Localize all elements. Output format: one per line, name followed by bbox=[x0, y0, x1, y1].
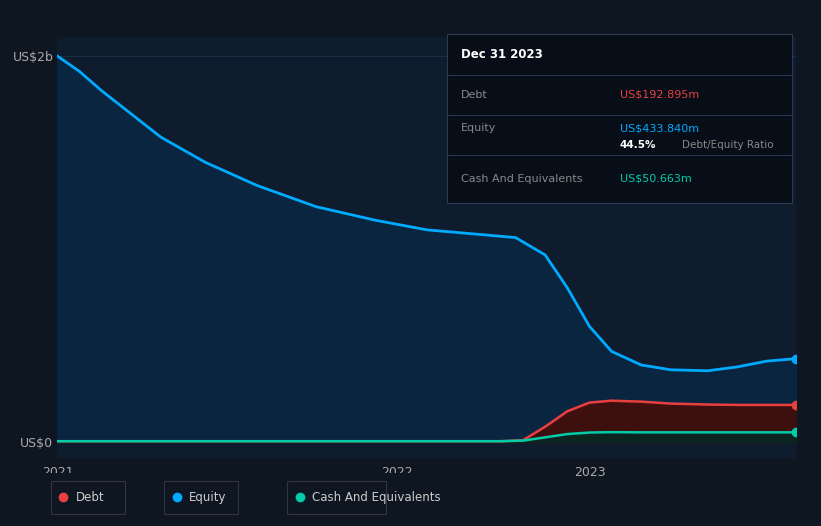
Text: Cash And Equivalents: Cash And Equivalents bbox=[312, 491, 441, 503]
FancyBboxPatch shape bbox=[164, 481, 238, 513]
Text: Debt/Equity Ratio: Debt/Equity Ratio bbox=[682, 140, 773, 150]
FancyBboxPatch shape bbox=[287, 481, 386, 513]
Text: Equity: Equity bbox=[461, 124, 497, 134]
FancyBboxPatch shape bbox=[51, 481, 125, 513]
Text: Debt: Debt bbox=[461, 90, 488, 100]
Text: 44.5%: 44.5% bbox=[620, 140, 656, 150]
Text: US$50.663m: US$50.663m bbox=[620, 174, 691, 184]
Text: Equity: Equity bbox=[189, 491, 227, 503]
Text: Dec 31 2023: Dec 31 2023 bbox=[461, 48, 543, 61]
Text: Cash And Equivalents: Cash And Equivalents bbox=[461, 174, 583, 184]
Text: Debt: Debt bbox=[76, 491, 104, 503]
Text: US$192.895m: US$192.895m bbox=[620, 90, 699, 100]
Text: US$433.840m: US$433.840m bbox=[620, 124, 699, 134]
